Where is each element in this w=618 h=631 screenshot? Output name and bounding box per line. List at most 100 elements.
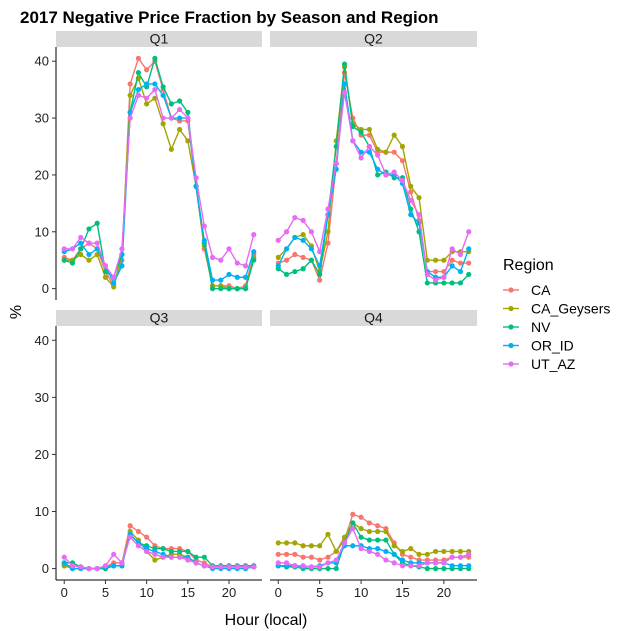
point-q4-ca-geysers-h12 [375, 528, 381, 535]
point-q2-ut-az-h7 [333, 160, 339, 167]
axes: 0 10 20 30 40 0 10 20 30 40 0 5 10 15 20 0 5 10 15 20 [35, 47, 477, 600]
panel-q2: Q2 [270, 31, 477, 286]
point-q4-ca-geysers-h21 [449, 548, 455, 555]
point-q2-or-id-h0 [275, 263, 281, 269]
legend-items: CA CA_Geysers NV OR_ID UT_AZ [503, 282, 610, 372]
point-q2-ca-geysers-h6 [325, 229, 331, 235]
point-q4-ca-geysers-h2 [292, 540, 298, 546]
point-q1-or-id-h11 [152, 81, 158, 87]
point-q1-or-id-h23 [251, 249, 257, 255]
point-q1-ut-az-h16 [193, 175, 199, 181]
point-q4-ca-geysers-h16 [408, 546, 414, 552]
y-tick-label-q3-10: 10 [35, 504, 49, 519]
point-q3-ut-az-h14 [177, 554, 183, 560]
point-q4-ca-geysers-h10 [358, 526, 364, 532]
point-q1-ca-geysers-h15 [185, 138, 191, 144]
point-q4-ut-az-h2 [292, 563, 298, 569]
point-q4-ca-geysers-h11 [366, 528, 372, 535]
point-q1-nv-h13 [168, 101, 174, 107]
point-q1-ca-geysers-h10 [144, 101, 150, 107]
point-q4-ut-az-h20 [441, 560, 447, 566]
y-axis-title: % [8, 305, 25, 319]
point-q1-ut-az-h8 [127, 115, 133, 121]
point-q1-nv-h4 [94, 220, 100, 226]
point-q4-ca-geysers-h7 [333, 548, 339, 555]
point-q1-or-id-h19 [218, 277, 224, 283]
point-q4-ca-h12 [375, 523, 381, 529]
point-q4-ut-az-h13 [383, 557, 389, 563]
point-q3-ut-az-h6 [111, 551, 117, 557]
y-tick-label-q1-20: 20 [35, 167, 49, 182]
point-q1-ut-az-h6 [111, 274, 117, 280]
legend-label-ut-az: UT_AZ [531, 356, 576, 372]
point-q4-ca-h0 [275, 551, 281, 557]
panel-q3: Q3 [56, 310, 262, 572]
point-q1-ca-geysers-h2 [78, 251, 84, 258]
point-q2-ut-az-h21 [449, 246, 455, 252]
point-q4-ca-h4 [308, 554, 314, 560]
point-q4-or-id-h23 [466, 563, 472, 569]
point-q2-ut-az-h16 [408, 197, 414, 204]
point-q2-or-id-h1 [283, 246, 290, 252]
point-q4-ut-az-h5 [317, 564, 323, 570]
point-q2-nv-h10 [358, 129, 364, 135]
x-tick-label-q3-15: 15 [181, 585, 195, 600]
point-q1-or-id-h21 [234, 274, 240, 280]
point-q3-ut-az-h4 [94, 565, 100, 572]
x-tick-label-q3-0: 0 [61, 585, 68, 600]
point-q1-ca-geysers-h6 [111, 284, 117, 290]
x-tick-label-q3-20: 20 [222, 585, 236, 600]
point-q4-ca-geysers-h18 [424, 551, 430, 557]
point-q4-ca-h6 [325, 554, 331, 560]
point-q1-ut-az-h10 [144, 95, 150, 101]
point-q4-or-id-h13 [383, 548, 389, 555]
point-q1-ut-az-h4 [94, 240, 100, 246]
legend-label-nv: NV [531, 319, 551, 335]
point-q2-nv-h2 [292, 268, 298, 275]
point-q3-nv-h14 [177, 548, 183, 555]
point-q1-ut-az-h20 [226, 246, 232, 252]
point-q2-or-id-h21 [449, 263, 455, 269]
y-tick-label-q3-0: 0 [42, 561, 49, 576]
point-q3-ut-az-h15 [185, 557, 191, 563]
point-q3-ut-az-h1 [69, 563, 76, 569]
point-q2-ca-geysers-h13 [383, 149, 389, 155]
point-q4-nv-h11 [366, 537, 372, 543]
point-q1-ca-geysers-h12 [160, 121, 166, 127]
point-q1-ut-az-h14 [177, 106, 183, 113]
point-q1-ut-az-h22 [242, 263, 249, 269]
y-tick-label-q1-0: 0 [42, 281, 49, 296]
point-q1-ca-geysers-h3 [86, 257, 92, 263]
point-q1-ca-geysers-h5 [102, 274, 109, 280]
point-q2-nv-h4 [308, 257, 314, 263]
point-q4-ut-az-h7 [333, 557, 339, 563]
point-q2-nv-h20 [441, 280, 447, 286]
point-q2-or-id-h22 [457, 268, 464, 275]
point-q4-ca-geysers-h14 [391, 543, 397, 549]
strip-q3 [56, 310, 262, 326]
point-q2-ca-geysers-h16 [408, 183, 414, 189]
point-q4-nv-h7 [333, 565, 339, 572]
point-q1-or-id-h6 [111, 280, 117, 286]
point-q4-ut-az-h16 [408, 563, 414, 569]
x-tick-label-q4-20: 20 [437, 585, 451, 600]
legend: Region CA CA_Geysers NV OR_ID UT_AZ [503, 257, 610, 372]
legend-key-point-ca [508, 287, 514, 293]
point-q3-ut-az-h22 [242, 564, 249, 570]
point-q4-or-id-h21 [449, 563, 455, 569]
point-q1-ut-az-h9 [135, 92, 141, 98]
point-q1-ut-az-h23 [251, 232, 257, 238]
point-q1-ut-az-h11 [152, 87, 158, 93]
point-q4-nv-h10 [358, 534, 364, 540]
legend-label-ca-geysers: CA_Geysers [531, 301, 610, 317]
point-q2-nv-h12 [375, 172, 381, 178]
point-q3-nv-h13 [168, 548, 174, 555]
x-tick-label-q3-5: 5 [102, 585, 109, 600]
point-q4-nv-h9 [350, 520, 356, 526]
x-tick-label-q4-5: 5 [316, 585, 323, 600]
point-q1-or-id-h18 [209, 277, 216, 283]
point-q1-ca-h8 [127, 81, 133, 87]
point-q4-nv-h6 [325, 565, 331, 572]
point-q3-nv-h15 [185, 548, 191, 555]
